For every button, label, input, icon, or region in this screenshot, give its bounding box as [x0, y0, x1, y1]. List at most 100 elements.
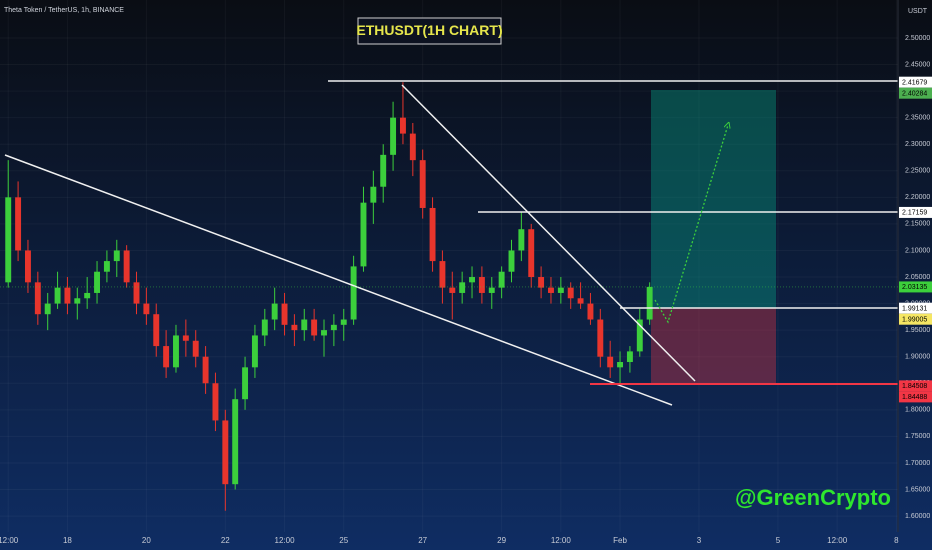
candle-body [113, 250, 120, 262]
price-label-box [899, 380, 932, 392]
candle-body [261, 319, 268, 336]
candle-body [449, 287, 456, 293]
projection-arrow [654, 125, 728, 324]
y-tick-label: 2.25000 [905, 168, 930, 175]
x-tick-label: 29 [497, 536, 506, 545]
candle-body [626, 351, 633, 363]
candle-body [291, 324, 298, 331]
candles [5, 82, 653, 511]
candle-body [528, 229, 535, 278]
y-tick-label: 2.35000 [905, 115, 930, 122]
candle-body [488, 287, 495, 293]
candle-body [84, 292, 91, 299]
price-label: 1.84488 [902, 394, 927, 401]
candle-body [153, 314, 160, 347]
candle-body [212, 383, 219, 421]
price-label: 2.41679 [902, 79, 927, 86]
currency: USDT [908, 8, 928, 15]
y-tick-label: 2.20000 [905, 194, 930, 201]
y-tick-label: 2.15000 [905, 221, 930, 228]
x-tick-label: 18 [63, 536, 72, 545]
x-tick-label: 20 [142, 536, 151, 545]
candle-body [419, 160, 426, 208]
candle-body [74, 298, 81, 304]
candle-body [557, 287, 564, 293]
candle-body [399, 117, 406, 134]
candle-body [143, 303, 150, 315]
title-box [357, 17, 502, 45]
candle-body [173, 335, 179, 368]
price-label: 1.84508 [902, 383, 927, 390]
y-tick-label: 2.50000 [905, 35, 930, 42]
y-tick-label: 1.80000 [905, 407, 930, 414]
y-tick-label: 2.45000 [905, 61, 930, 68]
candle-body [646, 286, 653, 320]
candle-body [321, 330, 327, 336]
price-label-box [899, 87, 932, 99]
trend-line [4, 154, 673, 406]
candle-body [617, 362, 624, 368]
candle-body [508, 250, 515, 272]
y-tick-label: 2.10000 [905, 247, 930, 254]
candle-body [518, 229, 525, 251]
candle-body [390, 117, 397, 155]
chart-title: ETHUSDT(1H CHART) [356, 22, 502, 38]
y-tick-label: 1.70000 [905, 460, 930, 467]
candle-body [24, 250, 31, 283]
price-label-box [899, 313, 932, 325]
candle-body [34, 282, 41, 315]
candle-body [64, 287, 71, 304]
y-tick-label: 2.30000 [905, 141, 930, 148]
x-tick-label: 27 [418, 536, 427, 545]
y-tick-label: 1.60000 [905, 513, 930, 520]
candle-body [330, 324, 337, 331]
price-label: 2.17159 [902, 210, 927, 217]
price-label: 1.99005 [902, 316, 927, 323]
price-label-box [899, 76, 932, 88]
candle-body [163, 346, 170, 368]
candle-body [192, 340, 199, 357]
y-tick-label: 1.90000 [905, 354, 930, 361]
x-tick-label: 25 [339, 536, 348, 545]
candle-body [15, 197, 22, 251]
price-label-box [899, 302, 932, 314]
candle-body [577, 298, 584, 304]
candle-body [281, 303, 288, 325]
candle-body [409, 133, 416, 161]
x-tick-label: 12:00 [551, 536, 572, 545]
loss-zone [651, 308, 776, 384]
candle-body [251, 335, 258, 368]
candle-body [182, 335, 189, 341]
candle-body [301, 319, 308, 331]
candle-body [5, 197, 12, 283]
candle-body [636, 319, 643, 352]
y-tick-label: 1.75000 [905, 433, 930, 440]
candle-body [360, 202, 367, 267]
candle-body [311, 319, 318, 336]
price-label: 2.40284 [902, 90, 927, 97]
candle-body [44, 303, 51, 315]
trend-line [401, 84, 696, 382]
candle-body [459, 282, 466, 293]
x-tick-label: 22 [221, 536, 230, 545]
candle-body [271, 303, 278, 320]
candle-body [222, 420, 229, 485]
candle-body [202, 356, 209, 384]
candle-body [597, 319, 604, 357]
candle-body [103, 261, 110, 272]
candle-body [54, 287, 61, 304]
candle-body [242, 367, 249, 400]
x-tick-label: 12:00 [827, 536, 848, 545]
candle-body [607, 356, 614, 368]
candle-body [498, 271, 505, 288]
candle-body [538, 277, 545, 288]
symbol-info: Theta Token / TetherUS, 1h, BINANCE [4, 7, 124, 14]
candle-body [567, 287, 574, 299]
profit-zone [651, 90, 776, 308]
candle-body [587, 303, 594, 320]
y-tick-label: 1.65000 [905, 486, 930, 493]
candle-body [370, 186, 377, 203]
candle-body [478, 277, 485, 293]
candle-body [350, 266, 357, 320]
